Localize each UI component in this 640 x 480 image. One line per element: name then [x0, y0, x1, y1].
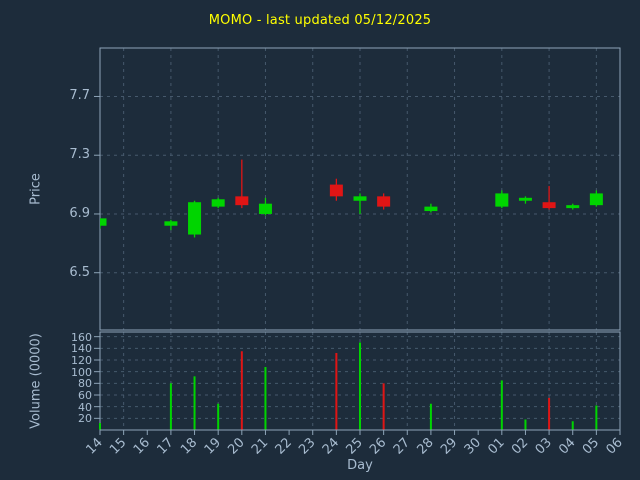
x-tick-label: 17: [154, 435, 176, 457]
candle-body: [211, 199, 225, 207]
x-axis-label: Day: [347, 458, 373, 473]
volume-tick-label: 60: [78, 389, 92, 402]
candle-body: [164, 221, 178, 226]
price-tick-label: 7.3: [69, 147, 90, 163]
volume-tick-label: 20: [78, 412, 92, 426]
x-tick-label: 28: [414, 435, 436, 457]
x-tick-label: 30: [462, 435, 484, 457]
candle-body: [518, 197, 532, 201]
x-tick-label: 06: [604, 435, 626, 457]
x-tick-label: 19: [202, 435, 224, 457]
volume-tick-label: 40: [78, 400, 92, 414]
volume-tick-label: 160: [71, 330, 92, 344]
price-plot-border: [99, 47, 621, 331]
candle-body: [100, 218, 107, 226]
candle-body: [424, 206, 438, 212]
x-tick-label: 21: [249, 435, 271, 457]
candle-body: [329, 184, 343, 197]
candle-body: [589, 193, 603, 206]
price-tick-label: 6.5: [69, 264, 90, 280]
candle-body: [377, 196, 391, 207]
candle-body: [566, 205, 580, 209]
x-tick-label: 26: [367, 435, 389, 457]
volume-axis-label: Volume (0000): [28, 333, 44, 429]
x-tick-label: 24: [320, 435, 342, 457]
x-tick-label: 14: [84, 435, 106, 457]
x-axis-labels: 14 15 16 17 18 19 20 21 22 23 24 25 26 27 28 29 30 01 02 03…: [84, 435, 626, 457]
volume-plot: [94, 331, 621, 435]
x-tick-label: 27: [391, 435, 413, 457]
candle-body: [235, 196, 249, 206]
price-tick-label: 7.7: [69, 88, 90, 104]
x-tick-label: 18: [178, 435, 200, 457]
price-axis-label: Price: [28, 173, 44, 205]
price-plot: [94, 47, 621, 331]
candle-body: [258, 203, 272, 214]
volume-tick-label: 140: [71, 342, 92, 356]
candle-body: [542, 202, 556, 209]
chart-title: MOMO - last updated 05/12/2025: [208, 13, 432, 28]
volume-tick-label: 80: [78, 377, 92, 391]
x-tick-label: 16: [131, 435, 153, 457]
candle-body: [188, 202, 202, 235]
x-tick-label: 15: [107, 435, 129, 457]
candles-layer: [100, 159, 603, 238]
volume-tick-label: 100: [71, 365, 92, 379]
volume-tick-label: 120: [71, 354, 92, 367]
x-tick-label: 01: [485, 435, 507, 457]
x-tick-label: 23: [296, 435, 318, 457]
x-tick-label: 03: [533, 435, 555, 457]
price-tick-label: 6.9: [69, 205, 90, 221]
x-tick-label: 25: [344, 435, 366, 457]
candle-body: [353, 196, 367, 201]
x-tick-label: 04: [556, 435, 578, 457]
x-tick-label: 20: [225, 435, 247, 457]
x-tick-label: 22: [273, 435, 295, 457]
x-tick-label: 02: [509, 435, 531, 457]
x-tick-label: 05: [580, 435, 602, 457]
x-tick-label: 29: [438, 435, 460, 457]
candle-body: [495, 193, 509, 207]
